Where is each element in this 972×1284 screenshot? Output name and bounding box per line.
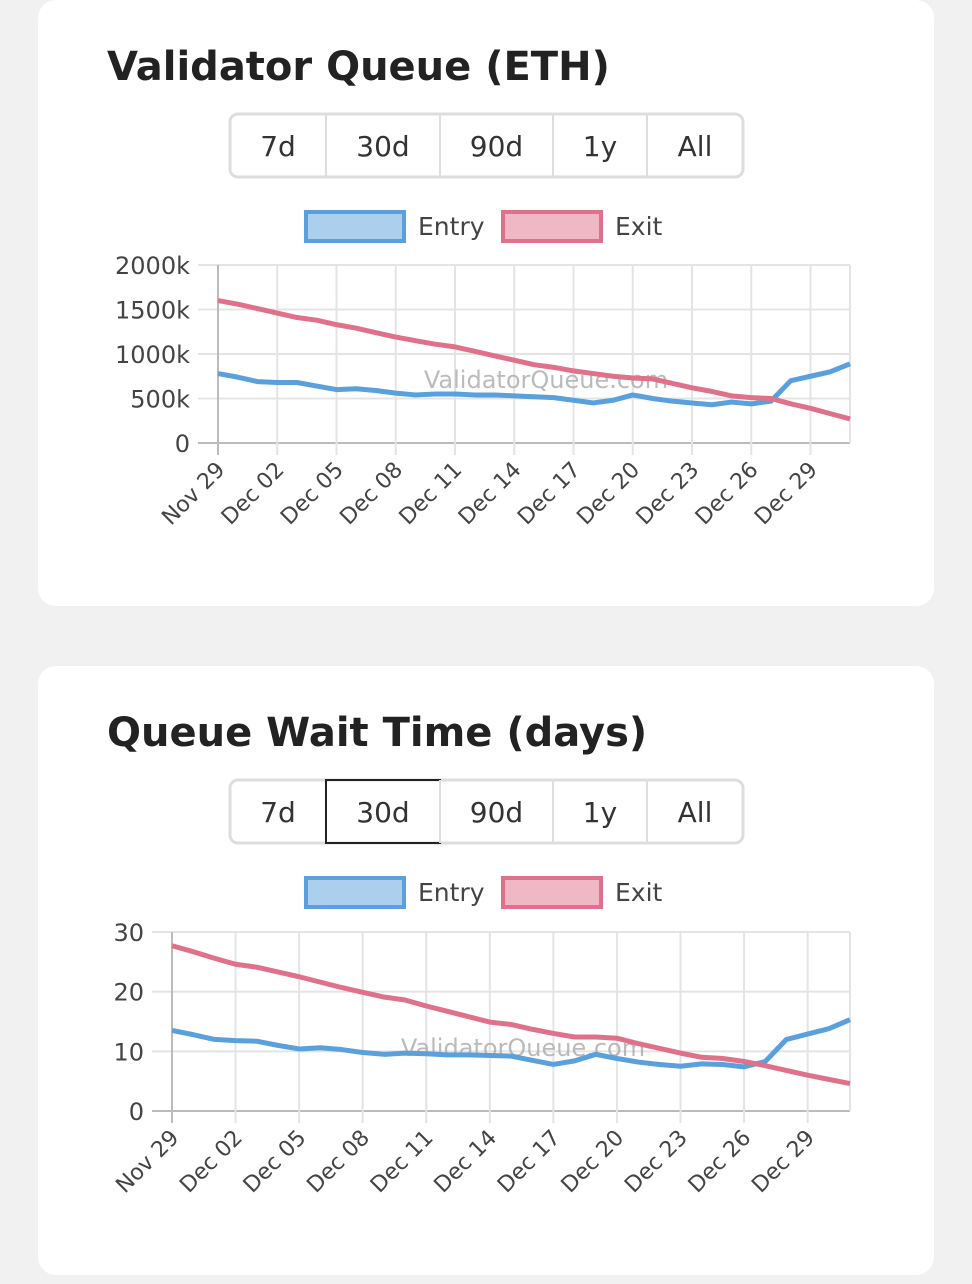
- series-line: [217, 361, 851, 408]
- legend-swatch: [501, 210, 603, 243]
- y-tick-label: 0: [175, 430, 190, 458]
- legend-label: Entry: [418, 212, 485, 241]
- range-button[interactable]: 90d: [470, 796, 523, 829]
- y-tick-label: 10: [113, 1038, 144, 1066]
- button-group: [228, 778, 745, 845]
- series-line: [171, 1017, 851, 1070]
- legend-swatch: [304, 210, 406, 243]
- legend-label: Exit: [615, 212, 663, 241]
- y-tick-label: 2000k: [115, 252, 190, 280]
- legend-swatch: [304, 876, 406, 909]
- chart-title: Validator Queue (ETH): [107, 44, 610, 90]
- series-line: [217, 298, 851, 422]
- y-tick-label: 1500k: [115, 297, 190, 325]
- range-button[interactable]: 30d: [356, 796, 409, 829]
- range-button[interactable]: 7d: [260, 130, 296, 163]
- legend-swatch: [501, 876, 603, 909]
- range-button[interactable]: All: [678, 130, 713, 163]
- range-button[interactable]: 1y: [583, 796, 617, 829]
- range-button[interactable]: 30d: [356, 130, 409, 163]
- button-group: [228, 112, 745, 179]
- range-button[interactable]: All: [678, 796, 713, 829]
- y-tick-label: 500k: [130, 386, 190, 414]
- series-line: [171, 943, 851, 1087]
- chart-title: Queue Wait Time (days): [107, 710, 647, 756]
- range-button[interactable]: 1y: [583, 130, 617, 163]
- y-tick-label: 0: [129, 1098, 144, 1126]
- range-button[interactable]: 90d: [470, 130, 523, 163]
- y-tick-label: 30: [113, 919, 144, 947]
- y-tick-label: 20: [113, 979, 144, 1007]
- legend-label: Exit: [615, 878, 663, 907]
- legend-label: Entry: [418, 878, 485, 907]
- range-button[interactable]: 7d: [260, 796, 296, 829]
- y-tick-label: 1000k: [115, 341, 190, 369]
